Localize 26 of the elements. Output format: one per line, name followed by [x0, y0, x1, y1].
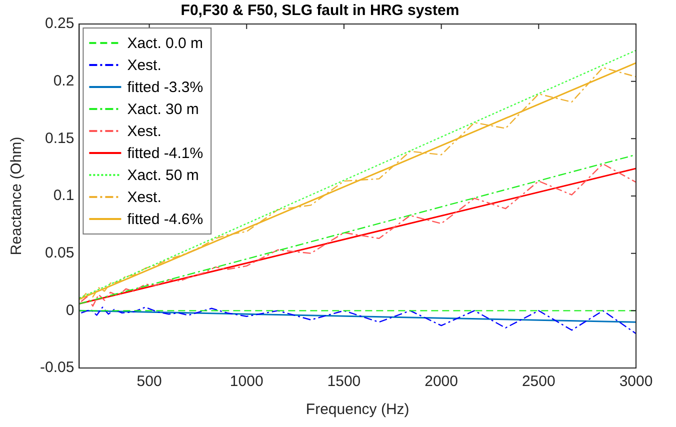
x-tick-label: 3000	[619, 373, 653, 390]
legend-label: Xact. 50 m	[127, 167, 199, 184]
y-tick-label: 0.25	[44, 15, 74, 32]
y-tick-label: 0.1	[53, 187, 74, 204]
y-tick-label: 0.15	[44, 130, 74, 147]
chart-title: F0,F30 & F50, SLG fault in HRG system	[180, 2, 460, 20]
legend-label: Xest.	[127, 57, 162, 74]
legend-label: Xest.	[127, 123, 162, 140]
legend-label: Xact. 0.0 m	[127, 35, 204, 52]
legend-label: fitted -4.1%	[127, 145, 204, 162]
y-tick-label: 0.05	[44, 244, 74, 262]
legend-label: fitted -4.6%	[127, 211, 204, 228]
x-axis-title: Frequency (Hz)	[306, 401, 410, 418]
x-tick-label: 500	[136, 373, 162, 390]
x-tick-label: 2000	[424, 373, 458, 390]
x-tick-label: 1000	[230, 373, 264, 390]
legend-label: Xact. 30 m	[127, 101, 199, 118]
y-tick-label: 0	[66, 302, 74, 319]
line-series	[80, 306, 636, 334]
y-tick-label: -0.05	[40, 359, 74, 376]
x-tick-label: 2500	[522, 373, 556, 390]
legend-label: Xest.	[127, 189, 162, 206]
x-tick-label: 1500	[327, 373, 361, 390]
y-axis-title: Reactance (Ohm)	[8, 136, 26, 256]
y-tick-label: 0.2	[53, 72, 74, 90]
legend-label: fitted -3.3%	[127, 79, 204, 96]
